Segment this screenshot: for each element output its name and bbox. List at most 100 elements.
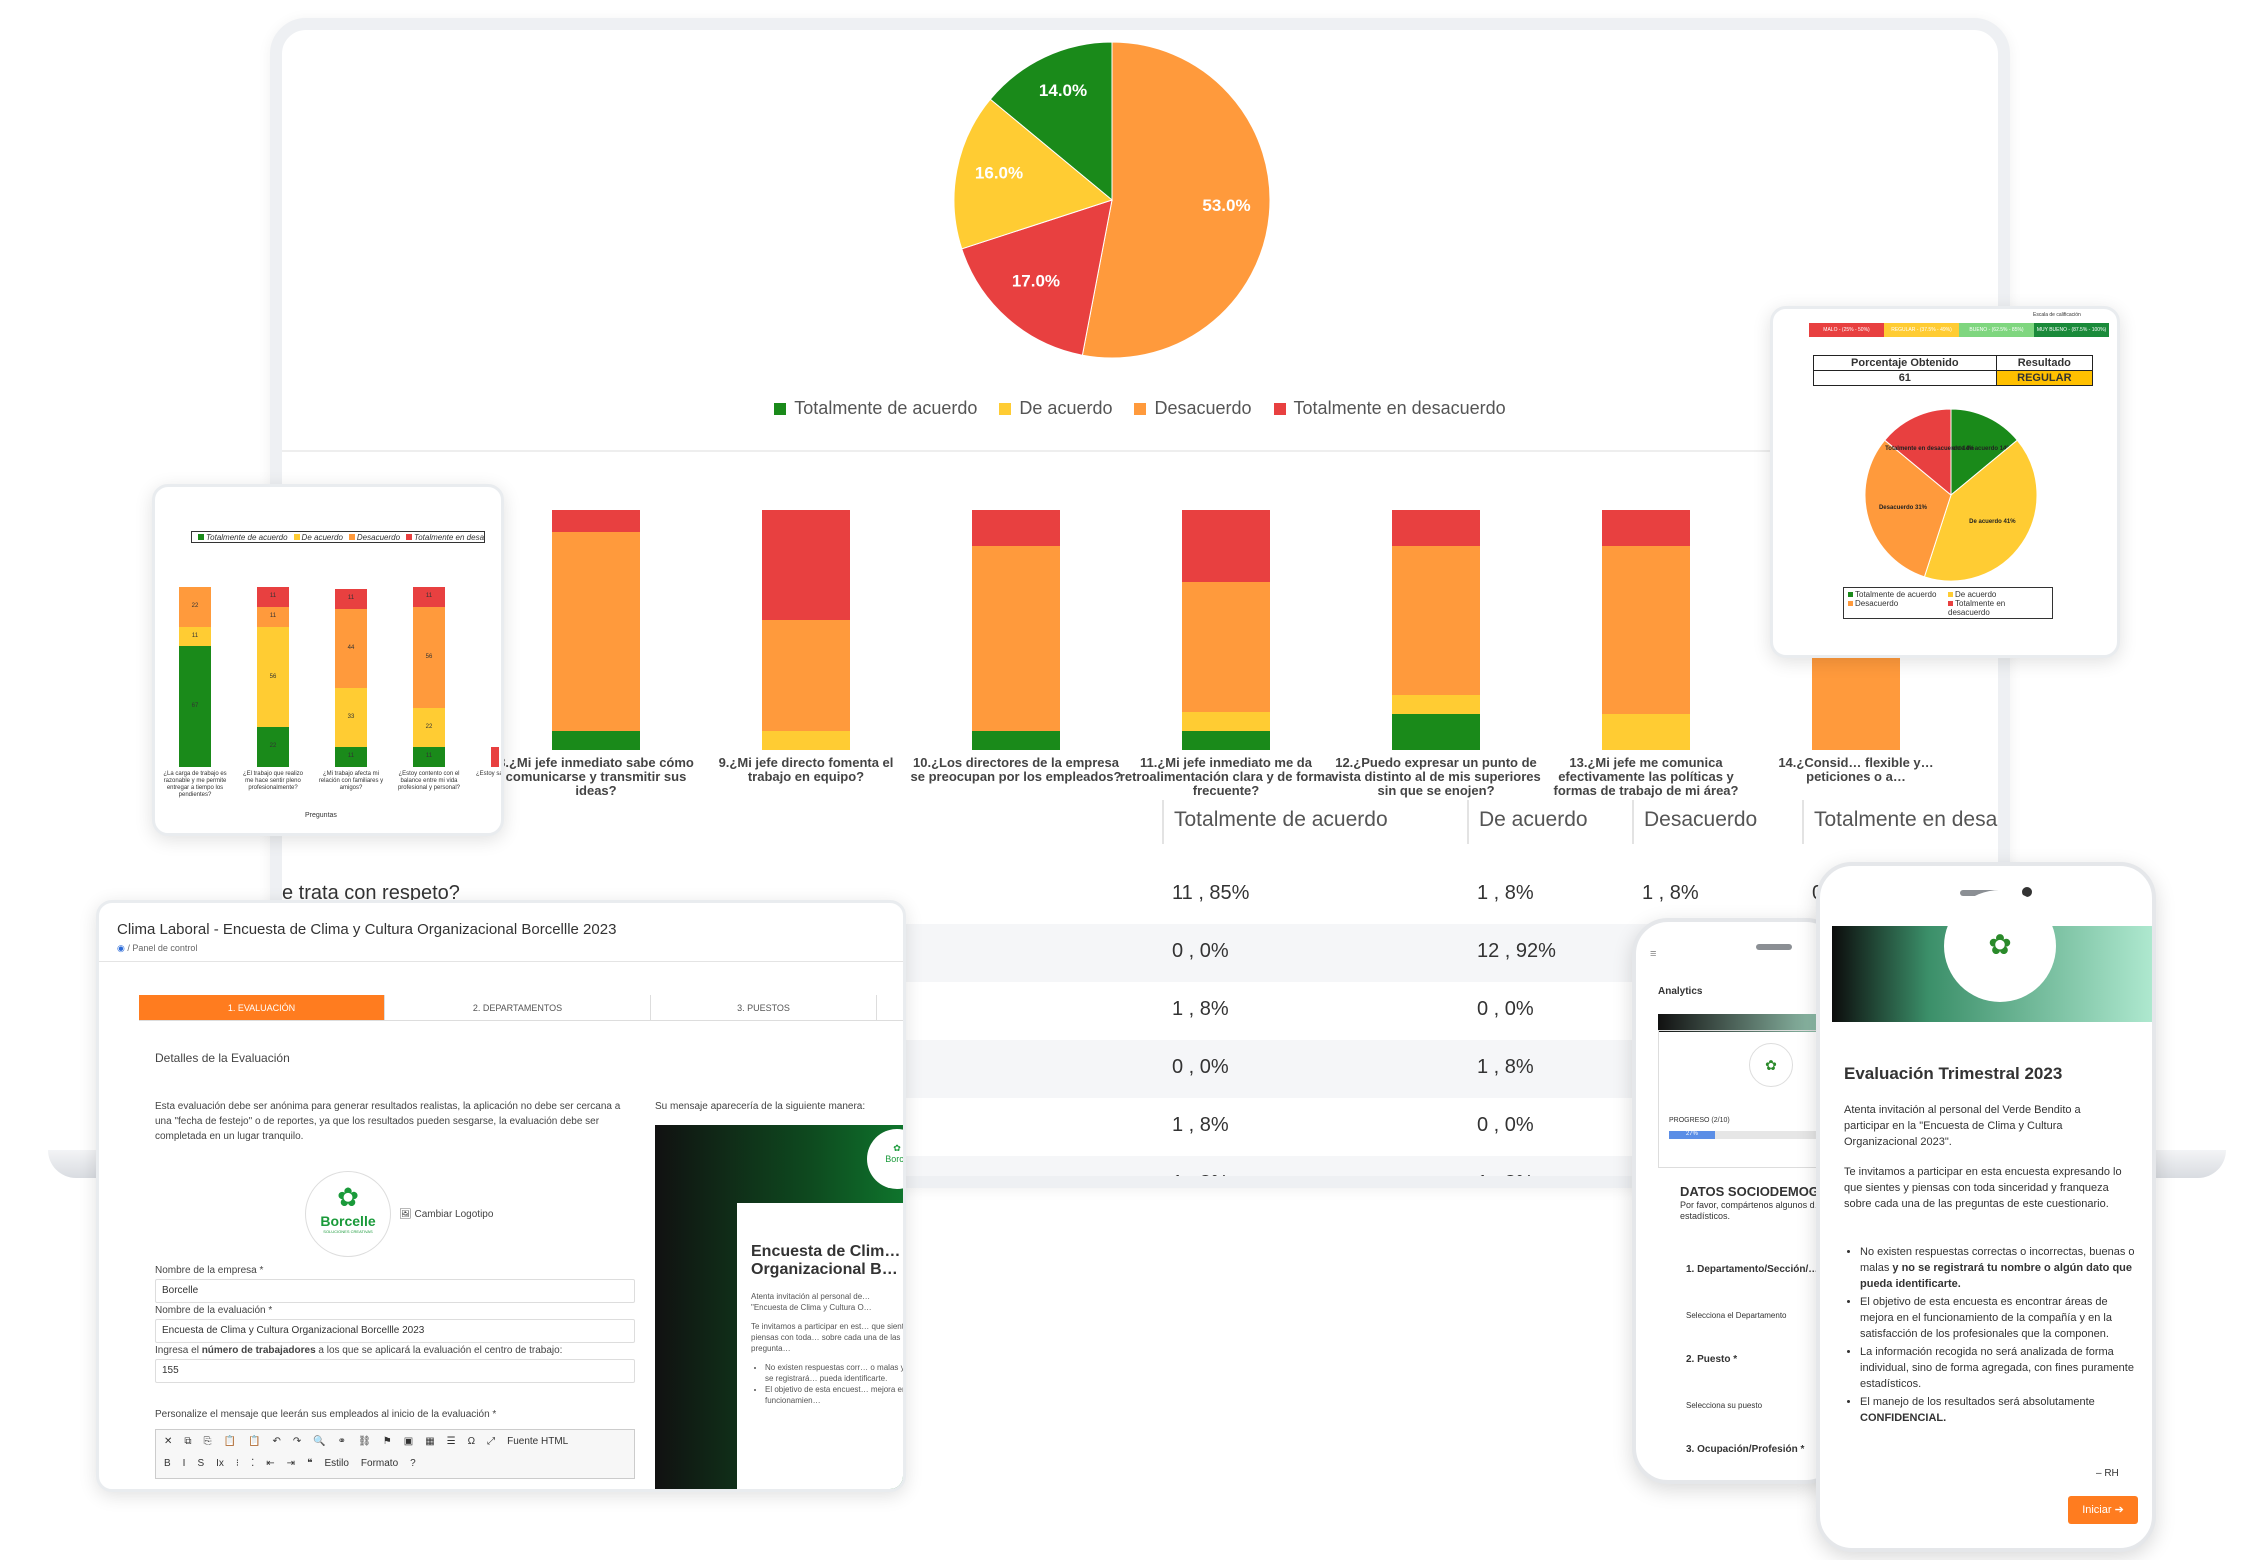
toolbar-button[interactable]: Formato — [360, 1457, 399, 1469]
image-icon: 🖼 — [399, 1209, 412, 1220]
toolbar-button[interactable]: I — [182, 1457, 186, 1469]
toolbar-button[interactable]: ? — [410, 1457, 416, 1469]
mini-bar: 22 11 67 — [179, 587, 211, 767]
bar-label: 13.¿Mi jefe me comunica efectivamente la… — [1553, 755, 1739, 798]
table-cell: 0 , 0% — [1477, 998, 1534, 1020]
toolbar-button[interactable]: ✕ — [164, 1435, 173, 1447]
table-cell: 0 , 0% — [1172, 940, 1229, 962]
pie-slice — [989, 41, 1113, 202]
score-card: Escala de calificación MALO - (25% - 50%… — [1770, 306, 2120, 658]
bar-segment — [1392, 713, 1480, 750]
page-title: Evaluación Trimestral 2023 — [1844, 1064, 2063, 1083]
company-label: Nombre de la empresa * — [155, 1265, 264, 1276]
toolbar-button[interactable]: ↷ — [292, 1435, 302, 1447]
phone-analytics: ≡ Analytics ✿ PROGRESO (2/10) 27% DATOS … — [1632, 918, 1842, 1484]
toolbar-button[interactable]: Estilo — [324, 1457, 349, 1469]
percent-value: 61 — [1813, 370, 1997, 386]
bar-label: 14.¿Consid… flexible y… peticiones o a… — [1778, 755, 1934, 784]
toolbar-button[interactable]: ⛓ — [358, 1435, 371, 1447]
company-logo: ✿ — [1944, 890, 2056, 1002]
table-cell: 1 , 8% — [1477, 1172, 1534, 1188]
home-icon[interactable]: ◉ — [117, 943, 125, 953]
position-select[interactable]: Selecciona su puesto — [1686, 1401, 1763, 1410]
eval-input[interactable]: Encuesta de Clima y Cultura Organizacion… — [155, 1319, 635, 1343]
toolbar-button[interactable]: ☰ — [446, 1435, 456, 1447]
mini-xlabel: Preguntas — [305, 812, 337, 819]
paragraph-text: Te invitamos a participar en esta encues… — [1844, 1166, 2122, 1210]
stacked-bar — [1182, 510, 1270, 750]
change-logo-button[interactable]: 🖼 Cambiar Logotipo — [399, 1209, 494, 1220]
toolbar-button[interactable]: ⇥ — [286, 1457, 296, 1469]
table-cell: 0 , 0% — [1172, 1056, 1229, 1078]
toolbar-button[interactable]: ⤢ — [487, 1435, 496, 1447]
bar-segment — [1602, 714, 1690, 750]
stacked-bar-chart: …sfecho con la …pervisión que …jefe dire… — [282, 470, 1998, 800]
bullet-list: No existen respuestas correctas o incorr… — [1860, 1244, 2136, 1428]
question-label: 1. Departamento/Sección/… — [1686, 1264, 1819, 1275]
toolbar-button[interactable]: Ω — [467, 1435, 476, 1447]
toolbar-button[interactable]: ❝ — [307, 1457, 313, 1469]
tab-puestos[interactable]: 3. PUESTOS — [651, 995, 877, 1020]
department-select[interactable]: Selecciona el Departamento — [1686, 1311, 1787, 1320]
pie-slice — [1923, 439, 2038, 582]
bar-label: 12.¿Puedo expresar un punto de vista dis… — [1331, 755, 1541, 798]
table-header: Totalmente en desa — [1802, 800, 1998, 844]
bar-label: 9.¿Mi jefe directo fomenta el trabajo en… — [718, 755, 894, 784]
intro-text: Atenta invitación al personal del Verde … — [1844, 1104, 2081, 1148]
table-row: 1 , 8% 0 , 0% — [282, 982, 1998, 1040]
intro-text: Esta evaluación debe ser anónima para ge… — [155, 1101, 621, 1142]
bar-segment — [1812, 654, 1900, 750]
toolbar-button[interactable]: ⚑ — [382, 1435, 392, 1447]
message-label: Personalize el mensaje que leerán sus em… — [155, 1409, 497, 1420]
workers-input[interactable]: 155 — [155, 1359, 635, 1383]
list-item: El objetivo de esta encuesta es encontra… — [1860, 1294, 2136, 1342]
legend-item: Desacuerdo — [1134, 398, 1252, 419]
toolbar-button[interactable]: ⇤ — [266, 1457, 275, 1469]
progress-label: PROGRESO (2/10) — [1669, 1117, 1730, 1124]
table-cell: 1 , 8% — [1477, 1056, 1534, 1078]
table-header: Totalmente de acuerdo — [1162, 800, 1398, 844]
bar-label: 8.¿Mi jefe inmediato sabe cómo comunicar… — [498, 755, 694, 798]
toolbar-button[interactable]: ⎘ — [203, 1435, 212, 1447]
bar-segment — [1392, 694, 1480, 714]
table-cell: 1 , 8% — [1172, 1172, 1229, 1188]
table-header: Desacuerdo — [1632, 800, 1767, 844]
table-cell: 1 , 8% — [1477, 882, 1534, 904]
bar-segment: 22 — [257, 727, 289, 767]
pie-label: 16.0% — [975, 163, 1023, 182]
toolbar-button[interactable]: ⁚ — [251, 1457, 255, 1469]
toolbar-button[interactable]: Fuente HTML — [507, 1435, 569, 1447]
company-input[interactable]: Borcelle — [155, 1279, 635, 1303]
toolbar-button[interactable]: ⁝ — [235, 1457, 240, 1469]
toolbar-button[interactable]: 📋 — [247, 1435, 261, 1447]
menu-icon[interactable]: ≡ — [1650, 948, 1657, 960]
bar-segment — [762, 730, 850, 750]
bar-segment: 11 — [335, 747, 367, 767]
toolbar-button[interactable]: 📋 — [223, 1435, 236, 1447]
bar-segment — [762, 620, 850, 731]
bar-segment: 11 — [413, 587, 445, 607]
list-item: No existen respuestas correctas o incorr… — [1860, 1244, 2136, 1292]
toolbar-button[interactable]: ▣ — [403, 1435, 414, 1447]
bar-segment — [552, 531, 640, 731]
mini-legend: Totalmente de acuerdo De acuerdo Desacue… — [191, 531, 485, 543]
start-button[interactable]: Iniciar ➔ — [2068, 1496, 2138, 1524]
tab-evaluacion[interactable]: 1. EVALUACIÓN — [139, 995, 385, 1020]
toolbar-button[interactable]: Ix — [216, 1457, 224, 1469]
toolbar-button[interactable]: ⧉ — [184, 1435, 192, 1447]
toolbar-button[interactable]: ⚭ — [337, 1435, 347, 1447]
company-logo: ✿ — [1749, 1043, 1793, 1087]
tab-departamentos[interactable]: 2. DEPARTAMENTOS — [385, 995, 651, 1020]
preview-note: Su mensaje aparecería de la siguiente ma… — [655, 1101, 866, 1112]
toolbar-button[interactable]: S — [197, 1457, 205, 1469]
bar-segment — [552, 730, 640, 750]
bar-segment — [972, 730, 1060, 750]
company-logo: ✿ Borcelle SOLUCIONES CREATIVAS — [305, 1171, 391, 1257]
toolbar-button[interactable]: B — [164, 1457, 171, 1469]
divider — [282, 450, 1998, 452]
bar-segment: 67 — [179, 646, 211, 767]
toolbar-button[interactable]: ↶ — [272, 1435, 281, 1447]
score-scale: MALO - (25% - 50%) REGULAR - (37.5% - 49… — [1809, 323, 2109, 337]
toolbar-button[interactable]: 🔍 — [313, 1435, 326, 1447]
toolbar-button[interactable]: ▦ — [425, 1435, 435, 1447]
